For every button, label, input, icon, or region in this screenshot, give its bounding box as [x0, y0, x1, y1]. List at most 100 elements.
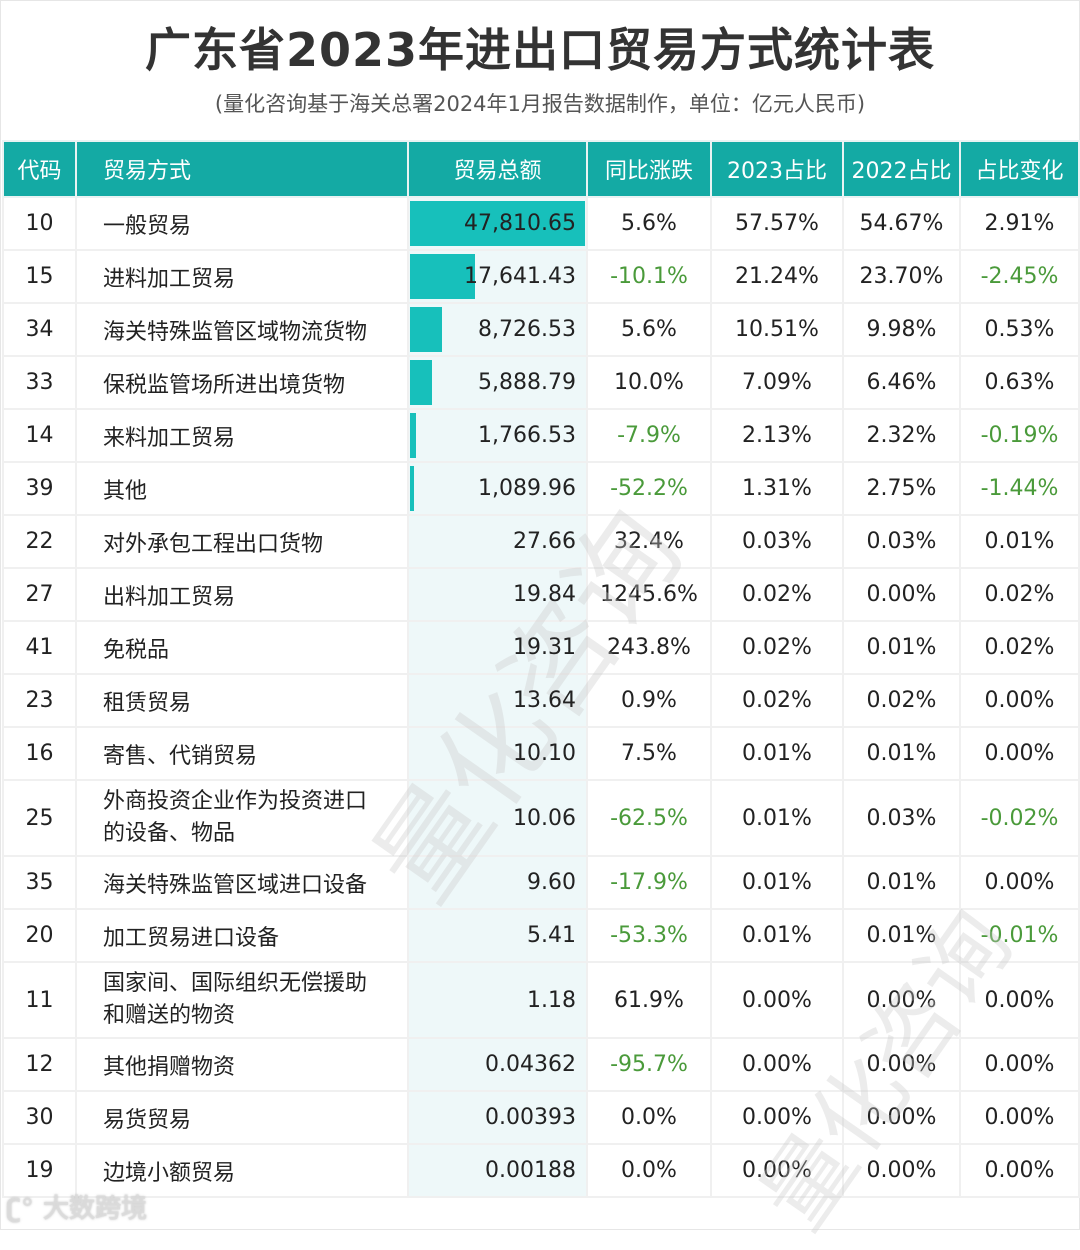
cell-yoy: 1245.6%	[586, 567, 712, 622]
page-title: 广东省2023年进出口贸易方式统计表	[144, 23, 936, 77]
total-value: 9.60	[527, 870, 576, 895]
cell-share-change: 0.02%	[959, 567, 1080, 622]
col-header-code[interactable]: 代码	[2, 140, 77, 198]
cell-share-2023: 0.02%	[710, 673, 844, 728]
cell-total: 0.00393	[407, 1090, 588, 1145]
cell-share-2022: 0.00%	[842, 1143, 961, 1198]
cell-total: 5.41	[407, 908, 588, 963]
cell-code: 16	[2, 726, 77, 781]
cell-total: 1,089.96	[407, 461, 588, 516]
col-header-yoy[interactable]: 同比涨跌	[586, 140, 712, 198]
cell-code: 19	[2, 1143, 77, 1198]
total-value: 10.06	[513, 805, 576, 831]
col-header-share-2023[interactable]: 2023占比	[710, 140, 844, 198]
table-header-row: 代码 贸易方式 贸易总额 同比涨跌 2023占比 2022占比 占比变化	[2, 140, 1080, 198]
cell-share-change: -2.45%	[959, 249, 1080, 304]
table-row[interactable]: 15 进料加工贸易 17,641.43 -10.1% 21.24% 23.70% -2.45…	[2, 249, 1080, 304]
cell-total: 0.04362	[407, 1037, 588, 1092]
cell-share-2022: 9.98%	[842, 302, 961, 357]
cell-share-change: -0.01%	[959, 908, 1080, 963]
total-bar	[410, 201, 586, 246]
table-row[interactable]: 10 一般贸易 47,810.65 5.6% 57.57% 54.67% 2.91%	[2, 196, 1080, 251]
cell-code: 35	[2, 855, 77, 910]
cell-method: 海关特殊监管区域进口设备	[75, 855, 409, 910]
table-row[interactable]: 30 易货贸易 0.00393 0.0% 0.00% 0.00% 0.00%	[2, 1090, 1080, 1145]
total-value: 5,888.79	[478, 370, 576, 395]
cell-share-2023: 57.57%	[710, 196, 844, 251]
cell-total: 47,810.65	[407, 196, 588, 251]
logo-icon: ʗ°	[6, 1194, 34, 1224]
cell-share-2022: 0.01%	[842, 620, 961, 675]
cell-code: 22	[2, 514, 77, 569]
cell-method: 寄售、代销贸易	[75, 726, 409, 781]
cell-total: 27.66	[407, 514, 588, 569]
cell-method: 边境小额贸易	[75, 1143, 409, 1198]
cell-share-change: 0.02%	[959, 620, 1080, 675]
cell-share-2023: 0.00%	[710, 1143, 844, 1198]
table-row[interactable]: 27 出料加工贸易 19.84 1245.6% 0.02% 0.00% 0.02%	[2, 567, 1080, 622]
cell-share-change: -1.44%	[959, 461, 1080, 516]
table-row[interactable]: 25 外商投资企业作为投资进口 的设备、物品 10.06 -62.5% 0.01% 0.03…	[2, 779, 1080, 857]
cell-share-change: 0.53%	[959, 302, 1080, 357]
cell-method: 对外承包工程出口货物	[75, 514, 409, 569]
cell-share-2022: 0.00%	[842, 961, 961, 1039]
cell-yoy: -17.9%	[586, 855, 712, 910]
table-row[interactable]: 11 国家间、国际组织无偿援助 和赠送的物资 1.18 61.9% 0.00% 0.00% 0…	[2, 961, 1080, 1039]
table-row[interactable]: 33 保税监管场所进出境货物 5,888.79 10.0% 7.09% 6.46% 0.63…	[2, 355, 1080, 410]
total-value: 1,089.96	[478, 476, 576, 501]
total-value: 13.64	[513, 688, 576, 713]
cell-code: 39	[2, 461, 77, 516]
cell-code: 14	[2, 408, 77, 463]
cell-method: 租赁贸易	[75, 673, 409, 728]
cell-share-2022: 0.00%	[842, 1090, 961, 1145]
total-bar	[410, 413, 417, 458]
table-body: 10 一般贸易 47,810.65 5.6% 57.57% 54.67% 2.91% 15 进料…	[2, 196, 1080, 1198]
cell-method: 海关特殊监管区域物流货物	[75, 302, 409, 357]
cell-share-2022: 6.46%	[842, 355, 961, 410]
table-row[interactable]: 35 海关特殊监管区域进口设备 9.60 -17.9% 0.01% 0.01% 0.00%	[2, 855, 1080, 910]
col-header-total[interactable]: 贸易总额	[407, 140, 588, 198]
total-value: 5.41	[527, 923, 576, 948]
cell-code: 15	[2, 249, 77, 304]
col-header-method[interactable]: 贸易方式	[75, 140, 409, 198]
method-line: 和赠送的物资	[103, 1003, 236, 1028]
cell-share-2022: 0.03%	[842, 779, 961, 857]
table-row[interactable]: 23 租赁贸易 13.64 0.9% 0.02% 0.02% 0.00%	[2, 673, 1080, 728]
col-header-share-2022[interactable]: 2022占比	[842, 140, 961, 198]
total-bar	[410, 254, 475, 299]
table-row[interactable]: 20 加工贸易进口设备 5.41 -53.3% 0.01% 0.01% -0.01%	[2, 908, 1080, 963]
cell-method: 进料加工贸易	[75, 249, 409, 304]
table-row[interactable]: 39 其他 1,089.96 -52.2% 1.31% 2.75% -1.44%	[2, 461, 1080, 516]
cell-code: 41	[2, 620, 77, 675]
cell-total: 19.84	[407, 567, 588, 622]
cell-share-2023: 0.00%	[710, 961, 844, 1039]
cell-share-2023: 0.01%	[710, 908, 844, 963]
table-row[interactable]: 22 对外承包工程出口货物 27.66 32.4% 0.03% 0.03% 0.01%	[2, 514, 1080, 569]
table-row[interactable]: 14 来料加工贸易 1,766.53 -7.9% 2.13% 2.32% -0.19%	[2, 408, 1080, 463]
cell-code: 33	[2, 355, 77, 410]
table-row[interactable]: 19 边境小额贸易 0.00188 0.0% 0.00% 0.00% 0.00%	[2, 1143, 1080, 1198]
total-value: 27.66	[513, 529, 576, 554]
cell-total: 19.31	[407, 620, 588, 675]
total-value: 17,641.43	[464, 264, 576, 289]
cell-code: 30	[2, 1090, 77, 1145]
cell-yoy: 7.5%	[586, 726, 712, 781]
cell-share-2023: 1.31%	[710, 461, 844, 516]
table-row[interactable]: 16 寄售、代销贸易 10.10 7.5% 0.01% 0.01% 0.00%	[2, 726, 1080, 781]
table-row[interactable]: 12 其他捐赠物资 0.04362 -95.7% 0.00% 0.00% 0.00%	[2, 1037, 1080, 1092]
total-bar	[410, 307, 442, 352]
cell-code: 27	[2, 567, 77, 622]
method-line: 外商投资企业作为投资进口	[103, 789, 368, 814]
table-row[interactable]: 34 海关特殊监管区域物流货物 8,726.53 5.6% 10.51% 9.98% 0.5…	[2, 302, 1080, 357]
cell-share-2022: 23.70%	[842, 249, 961, 304]
cell-yoy: 0.9%	[586, 673, 712, 728]
cell-method: 国家间、国际组织无偿援助 和赠送的物资	[75, 961, 409, 1039]
cell-share-change: -0.02%	[959, 779, 1080, 857]
col-header-share-change[interactable]: 占比变化	[959, 140, 1080, 198]
cell-yoy: -52.2%	[586, 461, 712, 516]
table-row[interactable]: 41 免税品 19.31 243.8% 0.02% 0.01% 0.02%	[2, 620, 1080, 675]
cell-share-2022: 0.01%	[842, 855, 961, 910]
cell-code: 34	[2, 302, 77, 357]
cell-share-change: 0.63%	[959, 355, 1080, 410]
cell-total: 10.06	[407, 779, 588, 857]
